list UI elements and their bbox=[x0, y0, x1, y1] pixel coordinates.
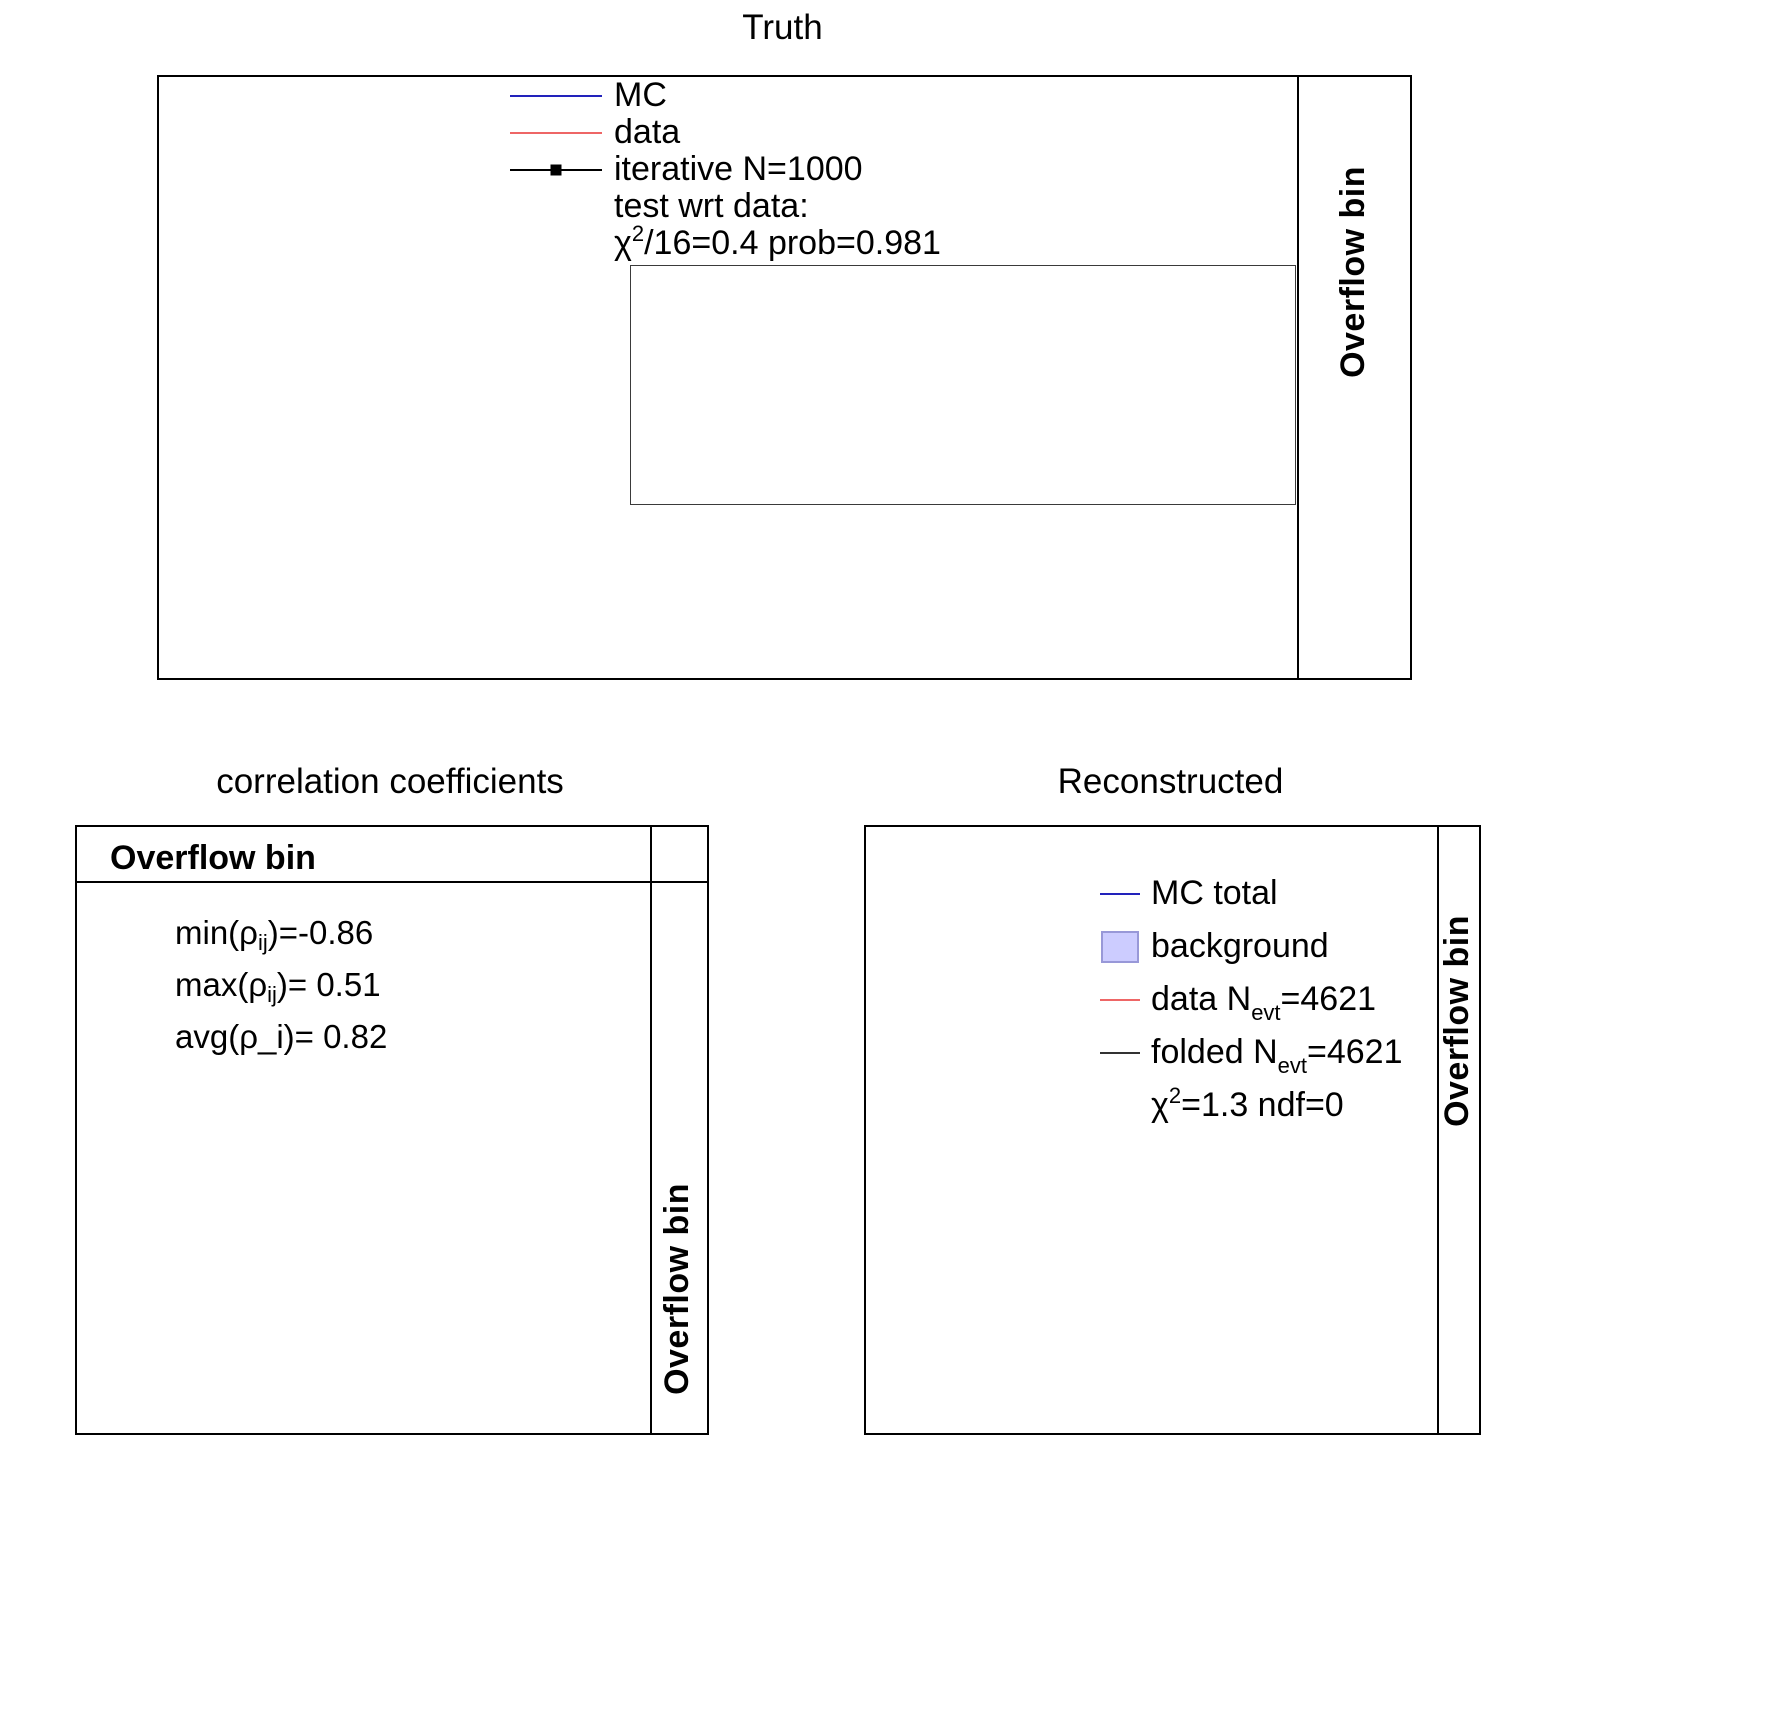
chi-value-text: /16=0.4 prob=0.981 bbox=[644, 224, 941, 262]
reco-legend-label-data: data Nevt=4621 bbox=[1151, 980, 1377, 1025]
corr-overflow-header: Overflow bin bbox=[110, 839, 316, 877]
truth-inner-box bbox=[630, 265, 1296, 505]
corr-stats: min(ρ ij)=-0.86 max(ρ ij)= 0.51 avg(ρ_i)= … bbox=[175, 907, 387, 1063]
max-rho-subscript: ij bbox=[267, 982, 277, 1007]
mc-line-icon bbox=[510, 94, 602, 97]
reco-legend-entry-data: data Nevt=4621 bbox=[1100, 973, 1403, 1026]
corr-frame: Overflow bin Overflow bin min(ρ ij)=-0.86… bbox=[75, 825, 709, 1435]
reco-legend-entry-background: background bbox=[1100, 920, 1403, 973]
truth-legend-label-chi2: χ2/16=0.4 prob=0.981 bbox=[614, 221, 941, 263]
reco-legend-entry-folded: folded Nevt=4621 bbox=[1100, 1026, 1403, 1079]
max-rho-value: )= 0.51 bbox=[276, 966, 381, 1003]
reco-legend-label-background: background bbox=[1151, 927, 1329, 965]
truth-overflow-bin-text: Overflow bin bbox=[1333, 166, 1372, 378]
reco-legend-label-mc-total: MC total bbox=[1151, 874, 1278, 912]
truth-legend-entry-chi2: χ2/16=0.4 prob=0.981 bbox=[510, 221, 941, 263]
corr-stat-min: min(ρ ij)=-0.86 bbox=[175, 907, 387, 959]
truth-legend-entry-data: data bbox=[510, 113, 941, 151]
truth-legend-entry-iterative: iterative N=1000 bbox=[510, 150, 941, 188]
truth-legend-label-mc: MC bbox=[614, 76, 667, 114]
background-marker-zone bbox=[1100, 930, 1140, 963]
corr-stat-avg: avg(ρ_i)= 0.82 bbox=[175, 1011, 387, 1063]
reco-legend-label-chi2: χ2=1.3 ndf=0 bbox=[1151, 1083, 1344, 1125]
chi-exponent: 2 bbox=[1168, 1083, 1182, 1108]
corr-stat-max: max(ρ ij)= 0.51 bbox=[175, 959, 387, 1011]
corr-title: correlation coefficients bbox=[216, 762, 564, 801]
data-nevt-subscript: evt bbox=[1251, 1000, 1281, 1025]
reco-data-marker-zone bbox=[1100, 998, 1140, 1001]
reco-legend: MC total background data Nevt=4621 folde… bbox=[1100, 867, 1403, 1132]
data-nevt-pre: data N bbox=[1151, 980, 1252, 1018]
reco-data-line-icon bbox=[1100, 998, 1140, 1001]
iterative-square-marker-icon bbox=[550, 164, 562, 175]
reco-legend-entry-chi2: χ2=1.3 ndf=0 bbox=[1100, 1079, 1403, 1132]
reco-legend-entry-mc-total: MC total bbox=[1100, 867, 1403, 920]
truth-legend-entry-test: test wrt data: bbox=[510, 187, 941, 225]
truth-legend-entry-mc: MC bbox=[510, 76, 941, 114]
corr-header-divider bbox=[77, 881, 707, 883]
chi-symbol: χ bbox=[614, 224, 632, 262]
truth-frame: Overflow bin MC data iterative N=1000 te… bbox=[157, 75, 1412, 680]
chi-exponent: 2 bbox=[631, 221, 645, 246]
data-marker-zone bbox=[510, 131, 602, 134]
corr-overflow-bin-label: Overflow bin bbox=[652, 1183, 703, 1395]
folded-nevt-pre: folded N bbox=[1151, 1033, 1278, 1071]
truth-overflow-divider bbox=[1297, 77, 1299, 678]
mc-total-marker-zone bbox=[1100, 892, 1140, 895]
truth-title: Truth bbox=[742, 8, 823, 47]
avg-rho-text: avg(ρ_i)= 0.82 bbox=[175, 1018, 388, 1055]
data-line-icon bbox=[510, 131, 602, 134]
iterative-marker-zone bbox=[510, 164, 602, 175]
chi-symbol: χ bbox=[1151, 1086, 1169, 1124]
min-rho-pre: min(ρ bbox=[175, 914, 258, 951]
data-nevt-value: =4621 bbox=[1280, 980, 1377, 1018]
mc-marker-zone bbox=[510, 94, 602, 97]
truth-legend-label-iterative: iterative N=1000 bbox=[614, 150, 863, 188]
corr-overflow-bin-text: Overflow bin bbox=[658, 1183, 696, 1395]
chi-value-text: =1.3 ndf=0 bbox=[1181, 1086, 1344, 1124]
corr-overflow-divider bbox=[650, 827, 652, 1433]
truth-legend-label-data: data bbox=[614, 113, 681, 151]
reco-title: Reconstructed bbox=[1057, 762, 1284, 801]
min-rho-value: )=-0.86 bbox=[267, 914, 374, 951]
max-rho-pre: max(ρ bbox=[175, 966, 268, 1003]
reco-legend-label-folded: folded Nevt=4621 bbox=[1151, 1033, 1403, 1078]
folded-line-icon bbox=[1100, 1051, 1140, 1054]
truth-legend-label-test: test wrt data: bbox=[614, 187, 809, 225]
folded-nevt-subscript: evt bbox=[1277, 1053, 1307, 1078]
reco-overflow-divider bbox=[1437, 827, 1439, 1433]
truth-legend: MC data iterative N=1000 test wrt data: … bbox=[510, 76, 941, 263]
reco-frame: Overflow bin MC total background data Ne… bbox=[864, 825, 1481, 1435]
truth-overflow-bin-label: Overflow bin bbox=[1300, 166, 1406, 378]
reco-overflow-bin-text: Overflow bin bbox=[1437, 915, 1476, 1127]
folded-nevt-value: =4621 bbox=[1307, 1033, 1403, 1071]
background-fill-swatch-icon bbox=[1101, 930, 1139, 963]
min-rho-subscript: ij bbox=[257, 930, 268, 955]
folded-marker-zone bbox=[1100, 1051, 1140, 1054]
mc-total-line-icon bbox=[1100, 892, 1140, 895]
reco-overflow-bin-label: Overflow bin bbox=[1437, 915, 1476, 1127]
